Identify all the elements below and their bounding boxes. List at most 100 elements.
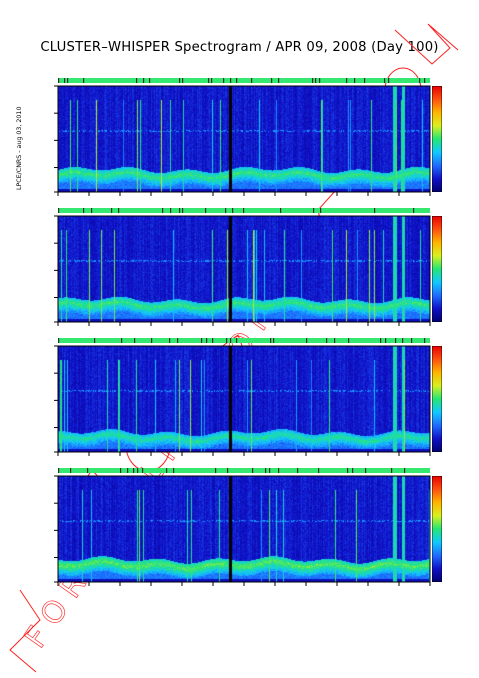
status-bar-mark [312, 78, 314, 83]
status-bar-mark [413, 208, 415, 213]
status-bar-mark [225, 208, 227, 213]
y-axis-label-wrapper [34, 86, 48, 192]
status-bar-mark [273, 338, 275, 343]
plot-frame [57, 345, 431, 453]
page-title: CLUSTER–WHISPER Spectrogram / APR 09, 20… [40, 40, 439, 55]
status-bar-mark [380, 338, 382, 343]
status-bar-mark [404, 468, 406, 473]
status-bar-mark [120, 468, 122, 473]
status-bar-mark [226, 338, 228, 343]
status-bar-mark [118, 208, 120, 213]
status-bar-mark [182, 78, 184, 83]
status-bar-mark [348, 338, 350, 343]
colorbar-gradient [432, 86, 442, 192]
status-bar-mark [143, 78, 145, 83]
status-bar-mark [58, 468, 60, 473]
status-bar-fill [58, 78, 430, 83]
status-bar-mark [411, 338, 413, 343]
status-bar-mark [83, 78, 85, 83]
colorbar-unit-wrapper [458, 216, 468, 322]
status-bar-mark [169, 338, 171, 343]
status-bar-mark [354, 78, 356, 83]
status-bar-mark [384, 78, 386, 83]
y-axis-label-wrapper [34, 346, 48, 452]
spectrogram-plot-c1 [58, 86, 430, 192]
status-bar-mark [319, 78, 321, 83]
status-bar-mark [223, 78, 225, 83]
status-bar-mark [280, 208, 282, 213]
watermark-stroke [9, 589, 41, 673]
status-bar-mark [121, 338, 123, 343]
plot-axes-c3 [54, 345, 431, 456]
status-bar-mark [232, 208, 234, 213]
status-bar-mark [136, 78, 138, 83]
spectrogram-plot-c4 [58, 476, 430, 582]
colorbar-c3 [432, 346, 442, 452]
status-bar-mark [151, 338, 153, 343]
status-bar-mark [170, 208, 172, 213]
side-credit-text: LPCE/CNRS - aug 03, 2010 [16, 106, 23, 190]
status-bar-c1 [58, 78, 430, 83]
status-bar-mark [179, 78, 181, 83]
colorbar-gradient [432, 476, 442, 582]
status-bar-mark [385, 338, 387, 343]
status-bar-mark [206, 338, 208, 343]
plot-axes-c4 [54, 475, 431, 586]
status-bar-mark [149, 78, 151, 83]
status-bar-mark [265, 468, 267, 473]
colorbar-gradient [432, 216, 442, 322]
status-bar-mark [230, 338, 232, 343]
status-bar-mark [313, 208, 315, 213]
status-bar-mark [182, 208, 184, 213]
status-bar-mark [352, 468, 354, 473]
status-bar-c4 [58, 468, 430, 473]
status-bar-c2 [58, 208, 430, 213]
plot-frame [57, 475, 431, 583]
status-bar-mark [111, 208, 113, 213]
status-bar-mark [205, 208, 207, 213]
status-bar-mark [212, 338, 214, 343]
y-axis-label-wrapper [34, 216, 48, 322]
status-bar-mark [278, 468, 280, 473]
status-bar-mark [374, 208, 376, 213]
colorbar-gradient [432, 346, 442, 452]
status-bar-mark [94, 338, 96, 343]
status-bar-fill [58, 468, 430, 473]
status-bar-mark [173, 468, 175, 473]
status-bar-mark [83, 208, 85, 213]
status-bar-mark [269, 468, 271, 473]
status-bar-mark [137, 468, 139, 473]
plot-frame [57, 215, 431, 323]
colorbar-unit-wrapper [458, 86, 468, 192]
status-bar-mark [346, 78, 348, 83]
status-bar-mark [271, 78, 273, 83]
status-bar-mark [315, 78, 317, 83]
status-bar-mark [177, 338, 179, 343]
status-bar-mark [306, 338, 308, 343]
status-bar-mark [58, 78, 60, 83]
colorbar-c4 [432, 476, 442, 582]
status-bar-c3 [58, 338, 430, 343]
status-bar-mark [227, 468, 229, 473]
status-bar-mark [236, 338, 238, 343]
status-bar-mark [424, 338, 426, 343]
status-bar-mark [87, 468, 89, 473]
colorbar-unit-wrapper [458, 476, 468, 582]
status-bar-mark [67, 78, 69, 83]
plot-axes-c1 [54, 85, 431, 196]
status-bar-mark [395, 338, 397, 343]
status-bar-mark [91, 208, 93, 213]
status-bar-mark [236, 78, 238, 83]
status-bar-mark [243, 208, 245, 213]
status-bar-mark [58, 338, 60, 343]
status-bar-mark [179, 208, 181, 213]
status-bar-mark [58, 208, 60, 213]
status-bar-mark [252, 468, 254, 473]
status-bar-mark [320, 208, 322, 213]
status-bar-mark [230, 78, 232, 83]
plot-axes-c2 [54, 215, 431, 326]
status-bar-mark [424, 78, 426, 83]
side-credit-label: LPCE/CNRS - aug 03, 2010 [4, 72, 23, 192]
plot-frame [57, 85, 431, 193]
status-bar-mark [215, 468, 217, 473]
